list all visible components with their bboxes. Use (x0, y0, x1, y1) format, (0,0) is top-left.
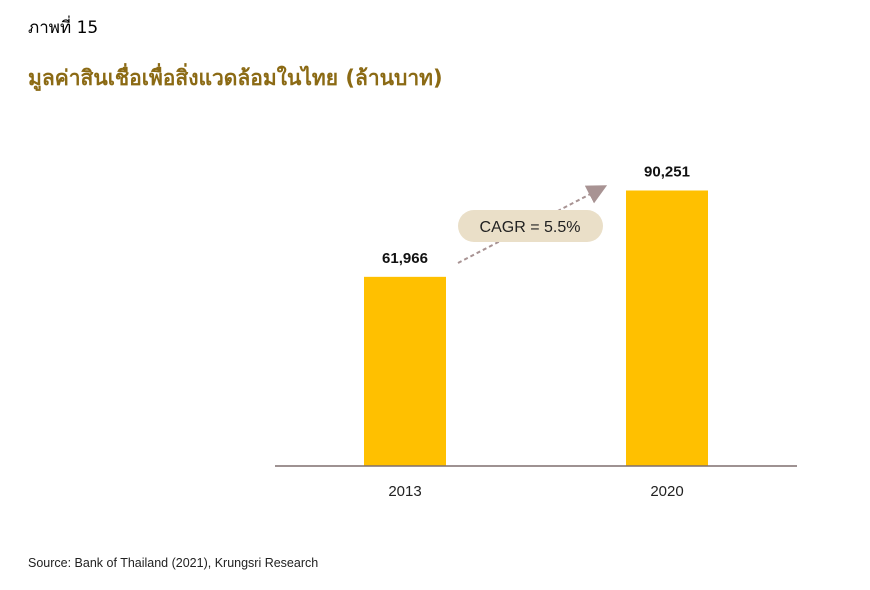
figure-label: ภาพที่ 15 (28, 18, 99, 38)
category-label-2020: 2020 (650, 483, 683, 500)
cagr-callout (458, 210, 603, 242)
source-note: Source: Bank of Thailand (2021), Krungsr… (28, 556, 319, 570)
labels-layer: 61,966 2013 90,251 2020 (382, 163, 690, 500)
cagr-label: CAGR = 5.5% (480, 219, 581, 236)
bars-layer (364, 190, 708, 466)
bar-2013 (364, 276, 446, 466)
value-label-2013: 61,966 (382, 250, 428, 267)
category-label-2013: 2013 (388, 483, 421, 500)
chart-title: มูลค่าสินเชื่อเพื่อสิ่งแวดล้อมในไทย (ล้า… (28, 66, 443, 90)
bar-2020 (626, 190, 708, 466)
value-label-2020: 90,251 (644, 163, 690, 180)
